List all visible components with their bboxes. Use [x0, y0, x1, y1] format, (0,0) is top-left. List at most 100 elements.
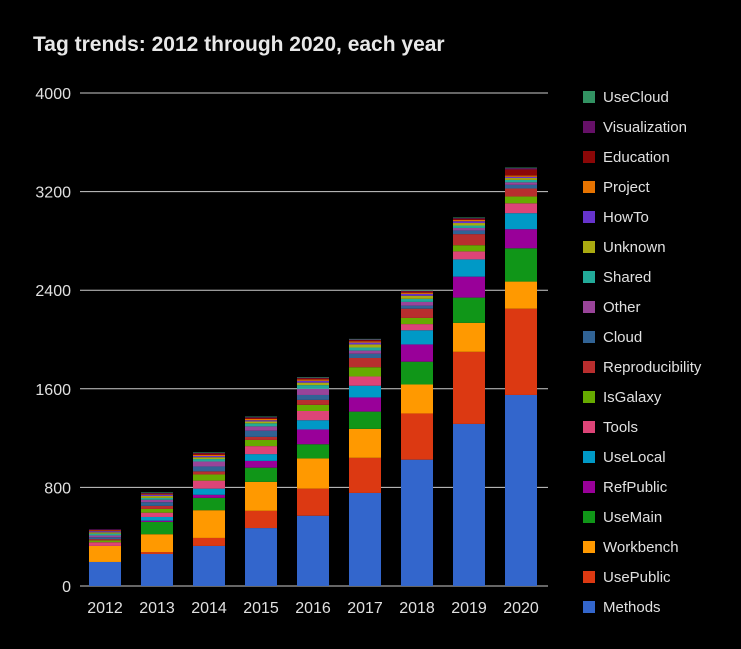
- bar-segment-howto-2015[interactable]: [245, 420, 277, 422]
- bar-segment-reproducibility-2012[interactable]: [89, 539, 121, 541]
- bar-segment-tools-2013[interactable]: [141, 512, 173, 517]
- bar-segment-isgalaxy-2014[interactable]: [193, 474, 225, 481]
- bar-segment-cloud-2018[interactable]: [401, 305, 433, 309]
- bar-segment-cloud-2017[interactable]: [349, 353, 381, 358]
- bar-segment-unknown-2013[interactable]: [141, 496, 173, 498]
- bar-segment-isgalaxy-2012[interactable]: [89, 540, 121, 543]
- bar-segment-workbench-2017[interactable]: [349, 428, 381, 458]
- bar-segment-isgalaxy-2020[interactable]: [505, 196, 537, 204]
- legend-item-reproducibility[interactable]: Reproducibility: [583, 352, 701, 382]
- bar-segment-project-2014[interactable]: [193, 454, 225, 456]
- bar-segment-refpublic-2016[interactable]: [297, 429, 329, 445]
- bar-segment-isgalaxy-2019[interactable]: [453, 245, 485, 252]
- bar-segment-usepublic-2013[interactable]: [141, 552, 173, 554]
- bar-segment-unknown-2019[interactable]: [453, 223, 485, 226]
- bar-segment-other-2015[interactable]: [245, 426, 277, 431]
- bar-segment-other-2019[interactable]: [453, 227, 485, 231]
- bar-segment-usecloud-2013[interactable]: [141, 492, 173, 493]
- bar-segment-howto-2016[interactable]: [297, 380, 329, 383]
- bar-segment-project-2013[interactable]: [141, 494, 173, 495]
- bar-segment-uselocal-2019[interactable]: [453, 259, 485, 277]
- legend-item-other[interactable]: Other: [583, 292, 701, 322]
- bar-segment-refpublic-2020[interactable]: [505, 229, 537, 249]
- bar-segment-howto-2019[interactable]: [453, 221, 485, 224]
- bar-segment-refpublic-2019[interactable]: [453, 276, 485, 298]
- bar-segment-reproducibility-2019[interactable]: [453, 234, 485, 246]
- bar-segment-isgalaxy-2015[interactable]: [245, 439, 277, 447]
- bar-segment-usemain-2016[interactable]: [297, 444, 329, 459]
- bar-segment-uselocal-2016[interactable]: [297, 420, 329, 430]
- bar-segment-other-2016[interactable]: [297, 388, 329, 395]
- bar-segment-reproducibility-2016[interactable]: [297, 399, 329, 405]
- bar-segment-uselocal-2015[interactable]: [245, 454, 277, 461]
- bar-segment-tools-2020[interactable]: [505, 203, 537, 214]
- bar-segment-uselocal-2018[interactable]: [401, 330, 433, 345]
- bar-segment-shared-2016[interactable]: [297, 385, 329, 389]
- bar-segment-project-2012[interactable]: [89, 530, 121, 532]
- bar-segment-uselocal-2020[interactable]: [505, 213, 537, 230]
- bar-segment-usepublic-2017[interactable]: [349, 457, 381, 493]
- bar-segment-unknown-2017[interactable]: [349, 344, 381, 348]
- bar-segment-education-2015[interactable]: [245, 417, 277, 419]
- bar-segment-education-2016[interactable]: [297, 378, 329, 380]
- bar-segment-visualization-2020[interactable]: [505, 168, 537, 170]
- legend-item-usecloud[interactable]: UseCloud: [583, 82, 701, 112]
- bar-segment-usemain-2019[interactable]: [453, 297, 485, 323]
- bar-segment-education-2019[interactable]: [453, 218, 485, 220]
- bar-segment-usemain-2018[interactable]: [401, 361, 433, 385]
- bar-segment-refpublic-2013[interactable]: [141, 520, 173, 522]
- bar-segment-tools-2015[interactable]: [245, 446, 277, 455]
- bar-segment-other-2013[interactable]: [141, 499, 173, 503]
- bar-segment-workbench-2014[interactable]: [193, 510, 225, 538]
- bar-segment-cloud-2014[interactable]: [193, 466, 225, 472]
- bar-segment-isgalaxy-2018[interactable]: [401, 317, 433, 325]
- bar-segment-usemain-2013[interactable]: [141, 521, 173, 535]
- bar-segment-education-2012[interactable]: [89, 529, 121, 531]
- bar-segment-shared-2015[interactable]: [245, 423, 277, 427]
- bar-segment-usemain-2014[interactable]: [193, 497, 225, 511]
- bar-segment-shared-2019[interactable]: [453, 225, 485, 228]
- bar-segment-usecloud-2014[interactable]: [193, 452, 225, 453]
- bar-segment-usepublic-2018[interactable]: [401, 413, 433, 460]
- bar-segment-visualization-2019[interactable]: [453, 218, 485, 219]
- bar-segment-howto-2018[interactable]: [401, 293, 433, 296]
- bar-segment-visualization-2016[interactable]: [297, 377, 329, 379]
- bar-segment-reproducibility-2013[interactable]: [141, 505, 173, 509]
- bar-segment-project-2015[interactable]: [245, 418, 277, 421]
- bar-segment-visualization-2014[interactable]: [193, 452, 225, 454]
- bar-segment-usecloud-2017[interactable]: [349, 338, 381, 340]
- bar-segment-visualization-2013[interactable]: [141, 492, 173, 494]
- legend-item-visualization[interactable]: Visualization: [583, 112, 701, 142]
- bar-segment-project-2020[interactable]: [505, 175, 537, 177]
- bar-segment-workbench-2013[interactable]: [141, 534, 173, 553]
- bar-segment-education-2020[interactable]: [505, 169, 537, 176]
- bar-segment-shared-2020[interactable]: [505, 179, 537, 183]
- bar-segment-tools-2014[interactable]: [193, 480, 225, 489]
- legend-item-usemain[interactable]: UseMain: [583, 502, 701, 532]
- bar-segment-education-2014[interactable]: [193, 453, 225, 455]
- bar-segment-cloud-2016[interactable]: [297, 394, 329, 400]
- legend-item-refpublic[interactable]: RefPublic: [583, 472, 701, 502]
- bar-segment-usecloud-2016[interactable]: [297, 377, 329, 378]
- bar-segment-howto-2014[interactable]: [193, 455, 225, 458]
- legend-item-usepublic[interactable]: UsePublic: [583, 562, 701, 592]
- bar-segment-usecloud-2015[interactable]: [245, 416, 277, 418]
- bar-segment-howto-2017[interactable]: [349, 342, 381, 345]
- bar-segment-howto-2020[interactable]: [505, 176, 537, 179]
- legend-item-unknown[interactable]: Unknown: [583, 232, 701, 262]
- bar-segment-unknown-2015[interactable]: [245, 421, 277, 424]
- bar-segment-workbench-2015[interactable]: [245, 481, 277, 511]
- bar-segment-other-2014[interactable]: [193, 461, 225, 467]
- bar-segment-visualization-2018[interactable]: [401, 290, 433, 292]
- bar-segment-isgalaxy-2017[interactable]: [349, 367, 381, 377]
- bar-segment-tools-2012[interactable]: [89, 542, 121, 546]
- legend-item-isgalaxy[interactable]: IsGalaxy: [583, 382, 701, 412]
- bar-segment-usecloud-2020[interactable]: [505, 167, 537, 169]
- bar-segment-usepublic-2015[interactable]: [245, 510, 277, 529]
- bar-segment-reproducibility-2015[interactable]: [245, 436, 277, 440]
- bar-segment-methods-2019[interactable]: [453, 423, 485, 586]
- bar-segment-shared-2013[interactable]: [141, 497, 173, 500]
- bar-segment-education-2018[interactable]: [401, 291, 433, 293]
- bar-segment-methods-2015[interactable]: [245, 528, 277, 586]
- bar-segment-project-2019[interactable]: [453, 219, 485, 222]
